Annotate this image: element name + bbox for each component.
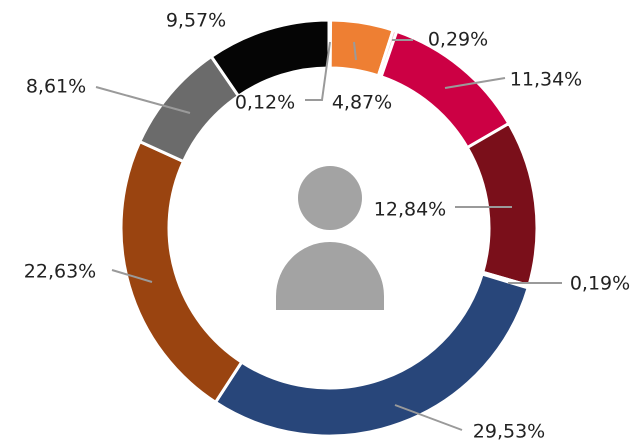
leader-line: [353, 41, 357, 61]
data-label: 9,57%: [166, 10, 226, 32]
data-label: 11,34%: [510, 69, 582, 91]
leader-line: [111, 269, 153, 283]
donut-segment: [209, 18, 331, 99]
leader-line: [95, 86, 191, 114]
data-label: 8,61%: [26, 76, 86, 98]
leader-line: [444, 77, 506, 89]
leader-line: [305, 41, 331, 101]
leader-line: [394, 404, 463, 431]
person-body: [276, 242, 384, 310]
data-label: 0,29%: [428, 29, 488, 51]
person-head: [298, 166, 362, 230]
donut-segment: [465, 121, 539, 288]
donut-segment: [119, 139, 244, 405]
data-label: 29,53%: [473, 421, 545, 442]
data-label: 0,12%: [235, 92, 295, 114]
data-label: 4,87%: [332, 92, 392, 114]
data-label: 22,63%: [24, 261, 96, 283]
data-label: 12,84%: [374, 199, 446, 221]
person-icon: [276, 166, 384, 310]
data-label: 0,19%: [570, 273, 630, 295]
